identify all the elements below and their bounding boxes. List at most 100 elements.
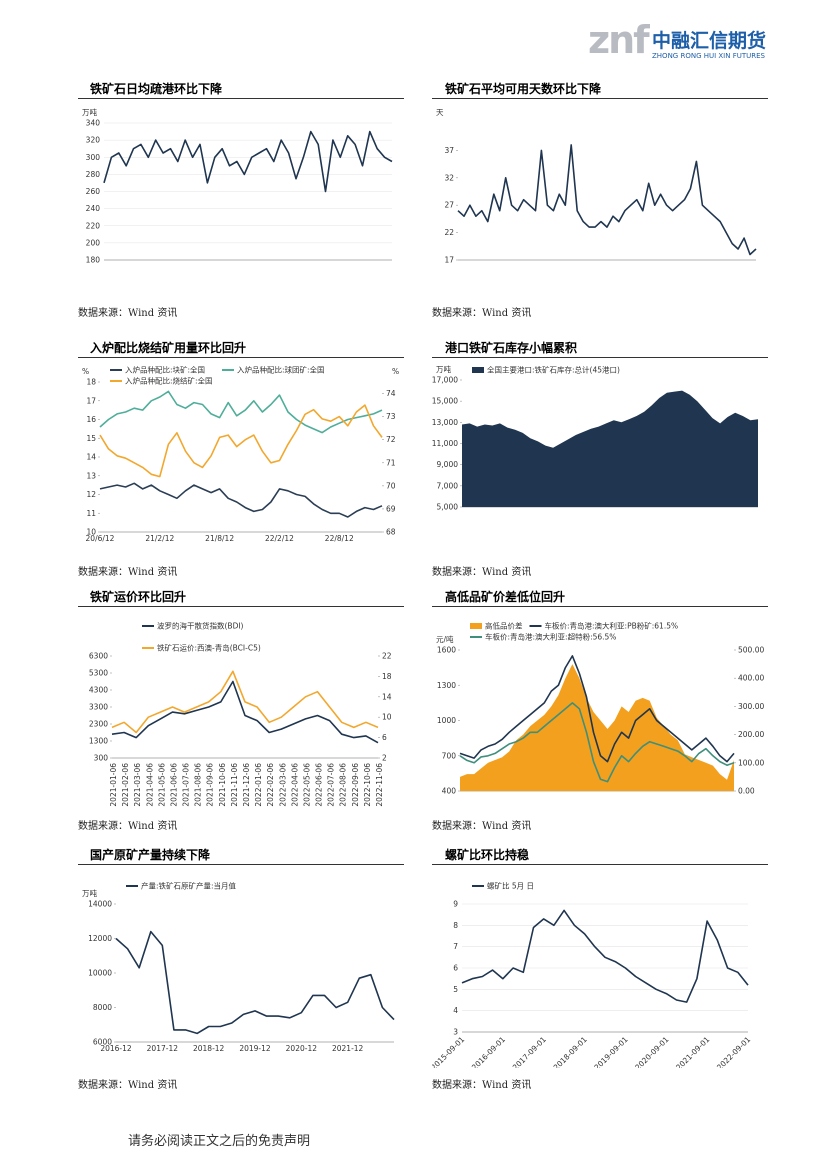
section-title: 铁矿石日均疏港环比下降 bbox=[90, 82, 223, 96]
x-tick-label: 2022-08-06 bbox=[339, 763, 348, 807]
y-tick-label: 180 bbox=[86, 256, 101, 265]
y-tick-label: 10 bbox=[86, 528, 96, 537]
x-tick-label: 22/2/12 bbox=[265, 534, 294, 543]
x-tick-label: 2017-12 bbox=[147, 1044, 179, 1053]
x-tick-label: 2017-09-01 bbox=[511, 1035, 548, 1068]
title-rule bbox=[78, 606, 404, 607]
unit-label: 万吨 bbox=[82, 888, 97, 898]
y-tick-label: 500.00 bbox=[738, 646, 764, 655]
y-tick-label: 32 bbox=[444, 173, 454, 182]
y-tick-label: 400.00 bbox=[738, 674, 764, 683]
x-tick-label: 2019-12 bbox=[239, 1044, 271, 1053]
legend-label: 高低品价差 bbox=[485, 621, 523, 631]
line bbox=[457, 144, 757, 256]
area bbox=[460, 664, 734, 791]
footer-note: 请务必阅读正文之后的免责声明 bbox=[128, 1134, 311, 1149]
y-tick-label: 6 bbox=[453, 964, 458, 973]
y-tick-label: 240 bbox=[86, 204, 101, 213]
x-tick-label: 2021-07-06 bbox=[182, 763, 191, 807]
source-note: 数据来源：Wind 资讯 bbox=[432, 567, 532, 578]
x-tick-label: 2021-12-06 bbox=[242, 763, 251, 807]
x-tick-label: 20/6/12 bbox=[86, 534, 115, 543]
y-tick-label: 10 bbox=[382, 713, 392, 722]
y-tick-label: 7,000 bbox=[437, 481, 459, 490]
legend-label: 全国主要港口:铁矿石库存:总计(45港口) bbox=[487, 365, 620, 375]
y-tick-label: 3 bbox=[453, 1028, 458, 1037]
title-rule bbox=[432, 357, 768, 358]
y-tick-label: 72 bbox=[386, 435, 396, 444]
section-title: 港口铁矿石库存小幅累积 bbox=[445, 341, 578, 355]
x-tick-label: 2022-10-06 bbox=[363, 763, 372, 807]
x-tick-label: 2022-02-06 bbox=[266, 763, 275, 807]
title-rule bbox=[78, 864, 404, 865]
y-tick-label: 74 bbox=[386, 389, 396, 398]
y-tick-label: 1000 bbox=[437, 716, 456, 725]
x-tick-label: 2021-09-01 bbox=[674, 1035, 711, 1068]
x-tick-label: 2016-12 bbox=[100, 1044, 132, 1053]
source-note: 数据来源：Wind 资讯 bbox=[78, 821, 178, 832]
chart: 17 22 27 32 37 天 bbox=[436, 108, 757, 265]
y-tick-label: 18 bbox=[382, 672, 392, 681]
x-tick-label: 2022-01-06 bbox=[254, 763, 263, 807]
y-tick-label: 16 bbox=[86, 415, 96, 424]
source-note: 数据来源：Wind 资讯 bbox=[432, 308, 532, 319]
y-tick-label: 18 bbox=[86, 378, 96, 387]
legend-label: 铁矿石运价:西澳-青岛(BCI-C5) bbox=[157, 643, 261, 653]
x-tick-label: 2021-03-06 bbox=[133, 763, 142, 807]
x-tick-label: 2020-09-01 bbox=[633, 1035, 670, 1068]
unit-label: 天 bbox=[436, 108, 444, 117]
legend-label: 入炉品种配比:球团矿:全国 bbox=[237, 365, 325, 375]
y-tick-label: 17,000 bbox=[432, 376, 458, 385]
section-title: 入炉配比烧结矿用量环比回升 bbox=[90, 341, 247, 355]
y-tick-label: 320 bbox=[86, 136, 101, 145]
line bbox=[461, 909, 749, 1003]
y-tick-label: 37 bbox=[444, 146, 454, 155]
y-tick-label: 340 bbox=[86, 119, 101, 128]
y-tick-label: 17 bbox=[444, 256, 454, 265]
source-note: 数据来源：Wind 资讯 bbox=[432, 1080, 532, 1091]
y-tick-label: 220 bbox=[86, 221, 101, 230]
line bbox=[99, 404, 383, 478]
x-tick-label: 2020-12 bbox=[286, 1044, 318, 1053]
y-tick-label: 9,000 bbox=[437, 460, 459, 469]
source-note: 数据来源：Wind 资讯 bbox=[432, 821, 532, 832]
source-note: 数据来源：Wind 资讯 bbox=[78, 1080, 178, 1091]
y-tick-label: 300.00 bbox=[738, 702, 764, 711]
unit-label: % bbox=[392, 367, 399, 376]
x-tick-label: 2021-05-06 bbox=[157, 763, 166, 807]
y-tick-label: 15,000 bbox=[432, 397, 458, 406]
line bbox=[459, 655, 735, 763]
x-tick-label: 2021-06-06 bbox=[169, 763, 178, 807]
chart: 180 200 220 240 260 280 300 320 340 万吨 bbox=[82, 107, 393, 265]
source-note: 数据来源：Wind 资讯 bbox=[78, 567, 178, 578]
y-tick-label: 6300 bbox=[89, 652, 108, 661]
y-tick-label: 1300 bbox=[437, 681, 456, 690]
section-title: 国产原矿产量持续下降 bbox=[90, 848, 211, 862]
y-tick-label: 8000 bbox=[93, 1003, 112, 1012]
y-tick-label: 22 bbox=[382, 652, 392, 661]
legend-label: 螺矿比 5月 日 bbox=[487, 881, 534, 891]
legend-swatch bbox=[470, 623, 482, 629]
legend-swatch bbox=[472, 367, 484, 373]
y-tick-label: 6 bbox=[382, 733, 387, 742]
logo-mark: znf bbox=[588, 18, 650, 62]
company-name: 中融汇信期货 bbox=[652, 30, 767, 52]
chart: 300 1300 2300 3300 4300 5300 6300 2 6 10 14 18 22 202… bbox=[89, 621, 392, 807]
y-tick-label: 15 bbox=[86, 434, 96, 443]
x-tick-label: 2018-12 bbox=[193, 1044, 225, 1053]
x-tick-label: 2022-11-06 bbox=[375, 763, 384, 807]
y-tick-label: 2300 bbox=[89, 720, 108, 729]
x-tick-label: 21/2/12 bbox=[145, 534, 174, 543]
y-tick-label: 7 bbox=[453, 942, 458, 951]
x-tick-label: 2021-04-06 bbox=[145, 763, 154, 807]
x-tick-label: 2015-09-01 bbox=[432, 1035, 466, 1068]
legend-label: 入炉品种配比:块矿:全国 bbox=[125, 365, 205, 375]
y-tick-label: 260 bbox=[86, 187, 101, 196]
chart: 6000 8000 10000 12000 14000 万吨 2016-12 2017-12 2… bbox=[82, 881, 395, 1053]
title-rule bbox=[432, 98, 768, 99]
section-title: 螺矿比环比持稳 bbox=[445, 848, 530, 862]
y-tick-label: 3300 bbox=[89, 703, 108, 712]
y-tick-label: 17 bbox=[86, 396, 96, 405]
y-tick-label: 69 bbox=[386, 504, 396, 513]
